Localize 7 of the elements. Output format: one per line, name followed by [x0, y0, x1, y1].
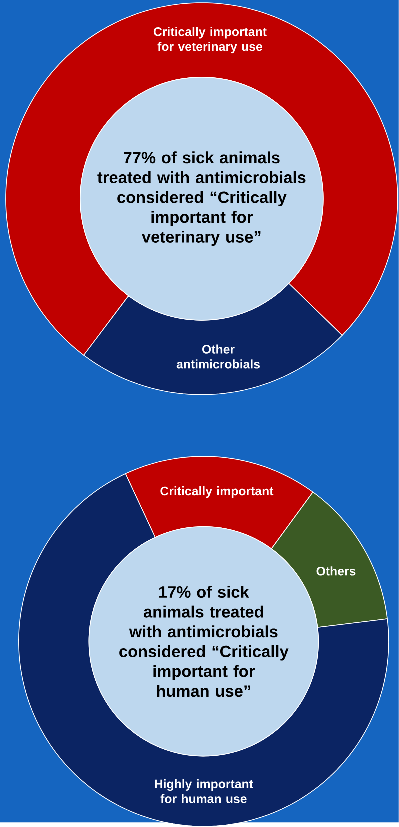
slice-label: Others	[316, 566, 356, 576]
slice-label: Other antimicrobials	[176, 344, 260, 369]
text: 77% of sick animals treated with antimicrobials considered “Critically important for veterinary use”	[98, 152, 306, 246]
text: 17% of sick animals treated with antimicrobials considered “Critically important for human use”	[120, 586, 289, 698]
slice-label: Critically important for veterinary use	[154, 27, 267, 54]
slice-label: Highly important for human use	[155, 779, 254, 804]
slice-label: Critically important	[160, 486, 274, 498]
